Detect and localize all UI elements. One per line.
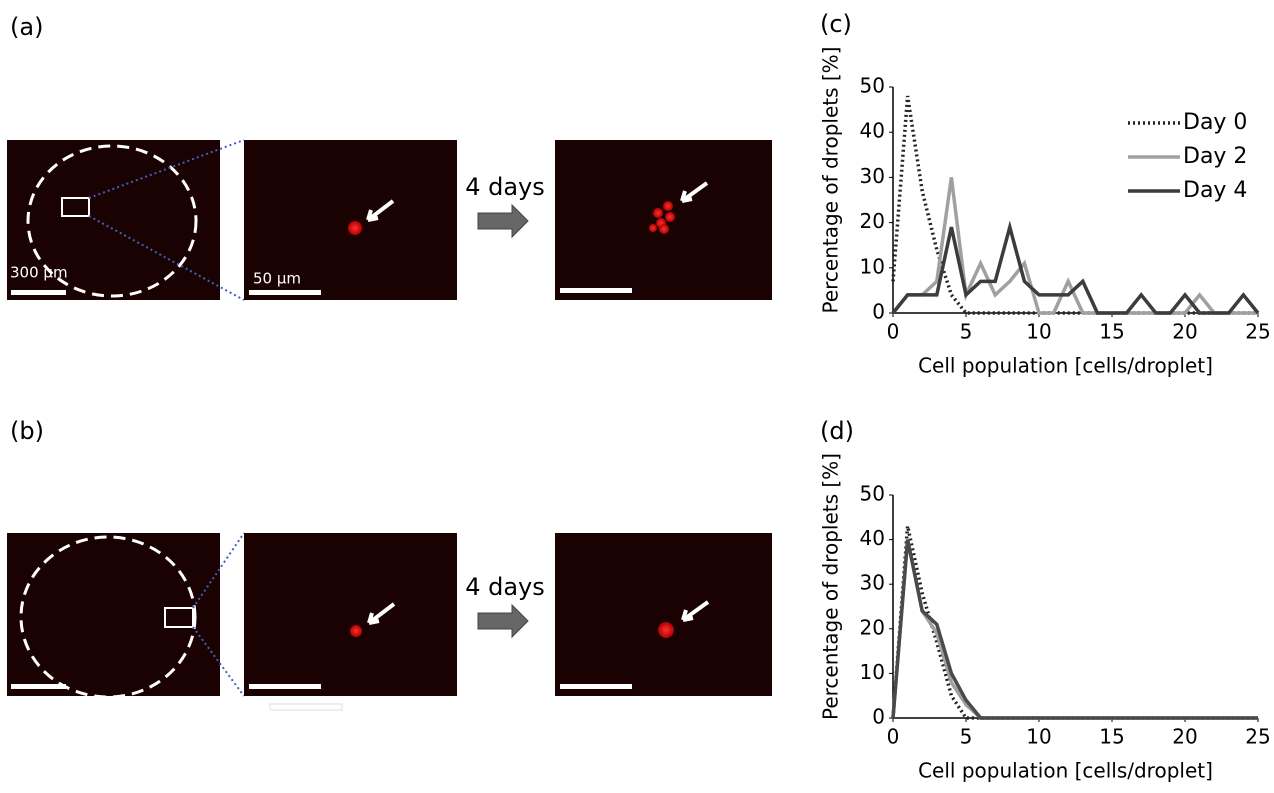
y-tick-label: 30: [860, 164, 885, 188]
pointer-arrow: [680, 181, 709, 203]
scale-text: 300 µm: [10, 264, 68, 282]
series-line: [891, 525, 1258, 720]
x-tick-label: 10: [1026, 725, 1051, 749]
droplet-outline: [19, 535, 197, 699]
series-line: [891, 539, 1258, 720]
micrograph: [244, 140, 457, 300]
y-tick-label: 0: [872, 705, 885, 729]
zoom-line: [192, 532, 245, 609]
time-label: 4 days: [465, 173, 545, 201]
micrograph: [7, 533, 220, 696]
cell: [350, 625, 362, 637]
scale-bar: [11, 684, 66, 689]
series-line: [891, 539, 1258, 720]
zoom-box: [61, 197, 90, 217]
legend-label: Day 2: [1183, 144, 1247, 169]
x-tick-label: 20: [1172, 725, 1197, 749]
x-tick-label: 0: [887, 725, 900, 749]
time-arrow: [477, 603, 529, 639]
x-tick-label: 0: [887, 320, 900, 344]
x-tick-label: 20: [1172, 320, 1197, 344]
scale-bar: [249, 290, 321, 295]
zoom-line: [88, 215, 245, 301]
panel-label: (c): [820, 10, 852, 38]
x-tick-label: 15: [1099, 320, 1124, 344]
micrograph: [7, 140, 220, 300]
panel-label: (b): [10, 417, 44, 445]
y-tick-label: 40: [860, 526, 885, 550]
scale-bar: [560, 684, 632, 689]
x-tick-label: 5: [960, 725, 973, 749]
pointer-arrow: [681, 600, 710, 622]
time-label: 4 days: [465, 573, 545, 601]
cell-cluster: [649, 201, 675, 234]
pointer-arrow: [367, 602, 396, 625]
cell: [658, 622, 674, 638]
scale-bar: [11, 290, 66, 295]
y-tick-label: 10: [860, 660, 885, 684]
scale-text: 50 µm: [253, 270, 301, 288]
y-tick-label: 0: [872, 300, 885, 324]
time-arrow: [477, 203, 529, 239]
y-tick-label: 30: [860, 571, 885, 595]
droplet-outline: [26, 144, 198, 298]
micrograph: [555, 533, 772, 696]
y-tick-label: 50: [860, 482, 885, 506]
series-line: [891, 220, 1260, 315]
scale-bar: [249, 684, 321, 689]
x-tick-label: 15: [1099, 725, 1124, 749]
legend-label: Day 4: [1183, 178, 1247, 203]
x-tick-label: 25: [1245, 320, 1270, 344]
pointer-arrow: [366, 199, 395, 222]
scale-bar: [560, 288, 632, 293]
legend-label: Day 0: [1183, 110, 1247, 135]
series-line: [891, 177, 1258, 315]
y-tick-label: 40: [860, 119, 885, 143]
y-tick-label: 50: [860, 74, 885, 98]
y-tick-label: 20: [860, 209, 885, 233]
y-axis-label: Percentage of droplets [%]: [819, 453, 843, 720]
zoom-box: [164, 607, 194, 628]
y-axis-label: Percentage of droplets [%]: [819, 46, 843, 313]
zoom-line: [192, 626, 245, 697]
x-axis-label: Cell population [cells/droplet]: [918, 759, 1213, 783]
x-axis-label: Cell population [cells/droplet]: [918, 354, 1213, 378]
cell: [348, 221, 362, 235]
panel-label: (d): [820, 417, 854, 445]
y-tick-label: 10: [860, 254, 885, 278]
micrograph: [244, 533, 457, 696]
x-tick-label: 10: [1026, 320, 1051, 344]
panel-label: (a): [10, 13, 43, 41]
y-tick-label: 20: [860, 615, 885, 639]
x-tick-label: 25: [1245, 725, 1270, 749]
x-tick-label: 5: [960, 320, 973, 344]
scale-placeholder: [269, 703, 343, 711]
